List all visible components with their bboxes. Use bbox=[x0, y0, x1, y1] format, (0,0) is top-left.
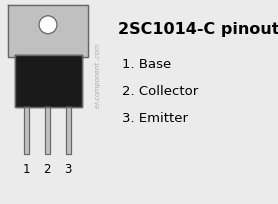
Text: 2. Collector: 2. Collector bbox=[122, 85, 198, 98]
Text: 3. Emitter: 3. Emitter bbox=[122, 111, 188, 124]
Text: el-component .com: el-component .com bbox=[95, 43, 101, 108]
Text: 1: 1 bbox=[22, 162, 30, 175]
Polygon shape bbox=[66, 108, 71, 154]
Polygon shape bbox=[44, 108, 49, 154]
Text: 2: 2 bbox=[43, 162, 51, 175]
Polygon shape bbox=[15, 56, 82, 108]
Polygon shape bbox=[8, 6, 88, 58]
Text: 1. Base: 1. Base bbox=[122, 58, 171, 71]
Text: 3: 3 bbox=[64, 162, 72, 175]
Circle shape bbox=[39, 17, 57, 35]
Text: 2SC1014-C pinout: 2SC1014-C pinout bbox=[118, 22, 278, 37]
Polygon shape bbox=[24, 108, 29, 154]
